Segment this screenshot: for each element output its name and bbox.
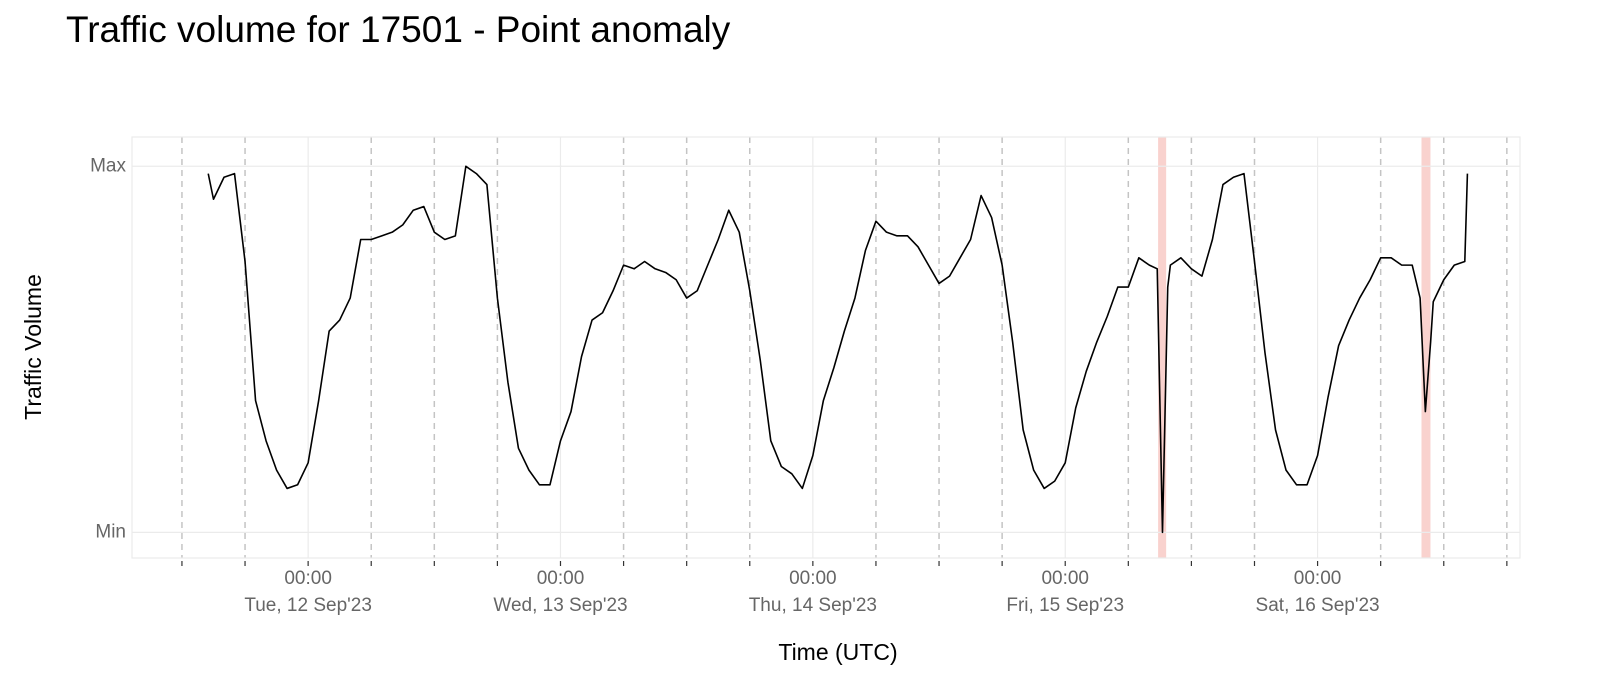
x-tick-label: 00:00	[1294, 568, 1342, 589]
x-tick-label: 00:00	[1041, 568, 1089, 589]
y-axis-title: Traffic Volume	[20, 274, 46, 420]
plot-panel	[131, 136, 1521, 559]
y-tick-label: Max	[90, 155, 126, 176]
anomaly-band	[1158, 137, 1167, 558]
traffic-line	[207, 165, 1469, 534]
chart-title: Traffic volume for 17501 - Point anomaly	[66, 9, 731, 50]
x-tick-label: Fri, 15 Sep'23	[1006, 595, 1124, 616]
anomaly-band	[1421, 137, 1431, 558]
x-tick-label: Thu, 14 Sep'23	[749, 595, 877, 616]
x-tick-label: 00:00	[789, 568, 837, 589]
x-tick-label: 00:00	[537, 568, 585, 589]
x-tick-label: 00:00	[284, 568, 332, 589]
x-tick-label: Wed, 13 Sep'23	[493, 595, 627, 616]
x-tick-label: Sat, 16 Sep'23	[1256, 595, 1380, 616]
y-tick-label: Min	[95, 521, 126, 542]
x-tick-label: Tue, 12 Sep'23	[244, 595, 372, 616]
x-axis-title: Time (UTC)	[778, 639, 897, 665]
